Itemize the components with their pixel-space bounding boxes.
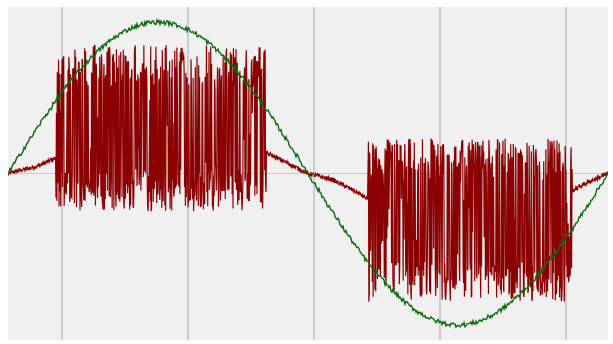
series-layer xyxy=(8,18,608,329)
line-chart xyxy=(8,7,608,340)
series-green-line xyxy=(8,18,608,329)
plot-panel xyxy=(8,7,608,340)
